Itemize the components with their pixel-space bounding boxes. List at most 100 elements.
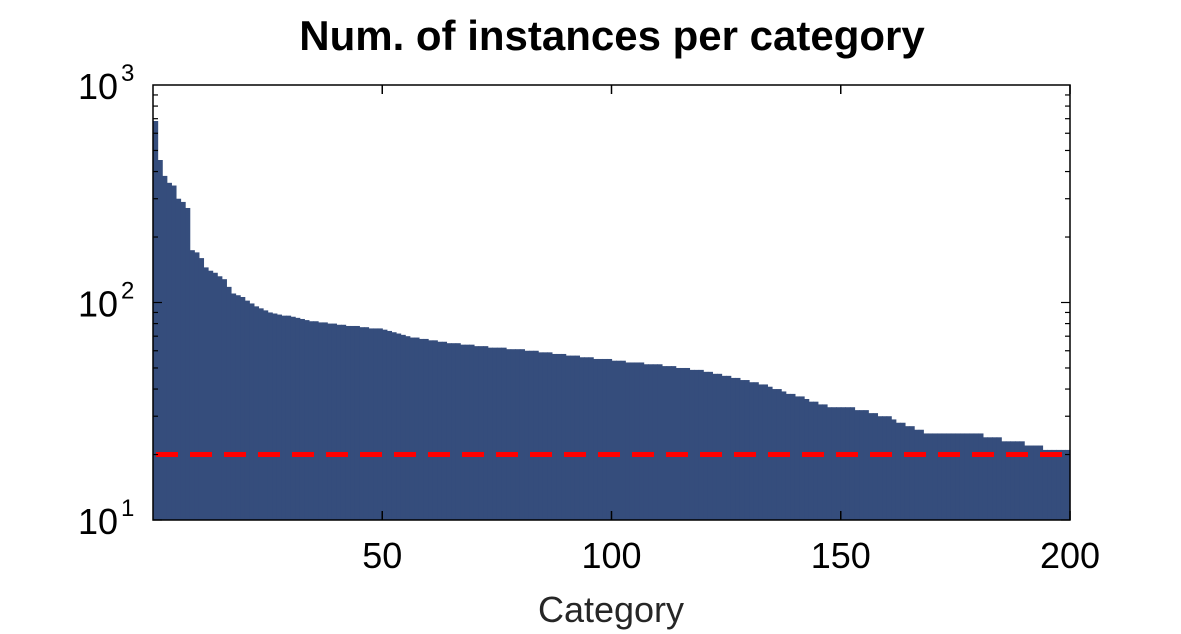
bar xyxy=(524,350,530,520)
bar xyxy=(208,270,214,520)
y-tick-label: 10 xyxy=(78,501,118,542)
bar xyxy=(157,160,163,520)
bar xyxy=(313,321,319,520)
bar xyxy=(304,320,310,520)
bar xyxy=(267,312,273,520)
bar xyxy=(295,317,301,520)
bar xyxy=(973,433,979,520)
bar xyxy=(831,407,837,520)
bar xyxy=(515,349,521,520)
bar xyxy=(909,426,915,520)
bar xyxy=(501,347,507,520)
bar xyxy=(1051,449,1057,520)
bar xyxy=(872,413,879,520)
bar xyxy=(1033,445,1039,520)
bar xyxy=(359,327,365,520)
bar xyxy=(221,279,227,520)
bar xyxy=(153,121,159,521)
bar xyxy=(602,358,608,520)
bar xyxy=(661,366,668,520)
bar xyxy=(574,355,581,520)
bar xyxy=(340,324,347,520)
bar xyxy=(547,352,553,520)
bar xyxy=(1047,449,1053,520)
bar xyxy=(253,306,260,520)
bar xyxy=(565,355,571,520)
bar xyxy=(345,325,351,520)
bar xyxy=(593,358,599,520)
bar xyxy=(794,396,801,520)
bar xyxy=(363,327,370,520)
bar xyxy=(162,175,168,520)
x-axis-label: Category xyxy=(538,589,684,630)
bar xyxy=(382,329,388,520)
bar xyxy=(249,303,255,520)
bar xyxy=(336,324,342,520)
bar xyxy=(611,360,617,520)
x-tick-label: 150 xyxy=(811,535,871,576)
bar xyxy=(542,352,548,520)
bar xyxy=(391,332,397,520)
x-tick-label: 100 xyxy=(581,535,641,576)
bar xyxy=(726,375,732,520)
bar xyxy=(373,328,379,520)
bar xyxy=(185,207,191,520)
bar xyxy=(822,404,828,520)
bar xyxy=(428,340,434,520)
bar xyxy=(694,369,700,520)
bar xyxy=(932,433,938,520)
bar xyxy=(299,318,305,520)
bar xyxy=(322,322,328,520)
bar xyxy=(1001,441,1007,520)
bar xyxy=(166,182,172,521)
bar xyxy=(689,369,695,520)
bar xyxy=(483,346,489,520)
bar xyxy=(496,347,503,520)
bar xyxy=(895,422,901,520)
bar xyxy=(441,341,448,520)
bar xyxy=(684,367,691,520)
bar xyxy=(180,201,186,520)
bar xyxy=(318,322,324,520)
bar xyxy=(836,407,842,520)
bar xyxy=(859,410,865,520)
bar xyxy=(941,433,947,520)
bar xyxy=(634,362,640,520)
bar xyxy=(377,328,383,520)
bar xyxy=(762,384,768,520)
bar xyxy=(616,360,622,520)
bar xyxy=(987,437,993,520)
bar xyxy=(845,407,851,520)
bar xyxy=(1065,449,1071,520)
bar xyxy=(556,353,562,520)
bar xyxy=(813,401,819,520)
bar xyxy=(969,433,975,520)
bar xyxy=(597,358,603,520)
bar xyxy=(680,367,686,520)
bar xyxy=(171,185,177,520)
bar xyxy=(955,433,961,520)
bar xyxy=(891,419,897,520)
bar xyxy=(716,373,723,520)
bar xyxy=(327,323,333,520)
bar xyxy=(423,338,429,520)
bar xyxy=(753,382,759,520)
bar xyxy=(671,366,677,520)
bar xyxy=(455,343,461,520)
bar xyxy=(1037,445,1044,520)
bar xyxy=(400,334,406,520)
bar xyxy=(290,316,296,520)
bar xyxy=(368,328,374,520)
bar xyxy=(1024,445,1030,520)
bar xyxy=(331,323,337,520)
bar xyxy=(460,344,466,520)
bar xyxy=(583,357,590,520)
bar xyxy=(258,308,264,520)
bar xyxy=(826,407,833,520)
bar xyxy=(854,410,860,520)
bar xyxy=(950,433,956,520)
bar xyxy=(198,258,205,520)
bar xyxy=(959,433,966,520)
bar xyxy=(217,276,223,520)
